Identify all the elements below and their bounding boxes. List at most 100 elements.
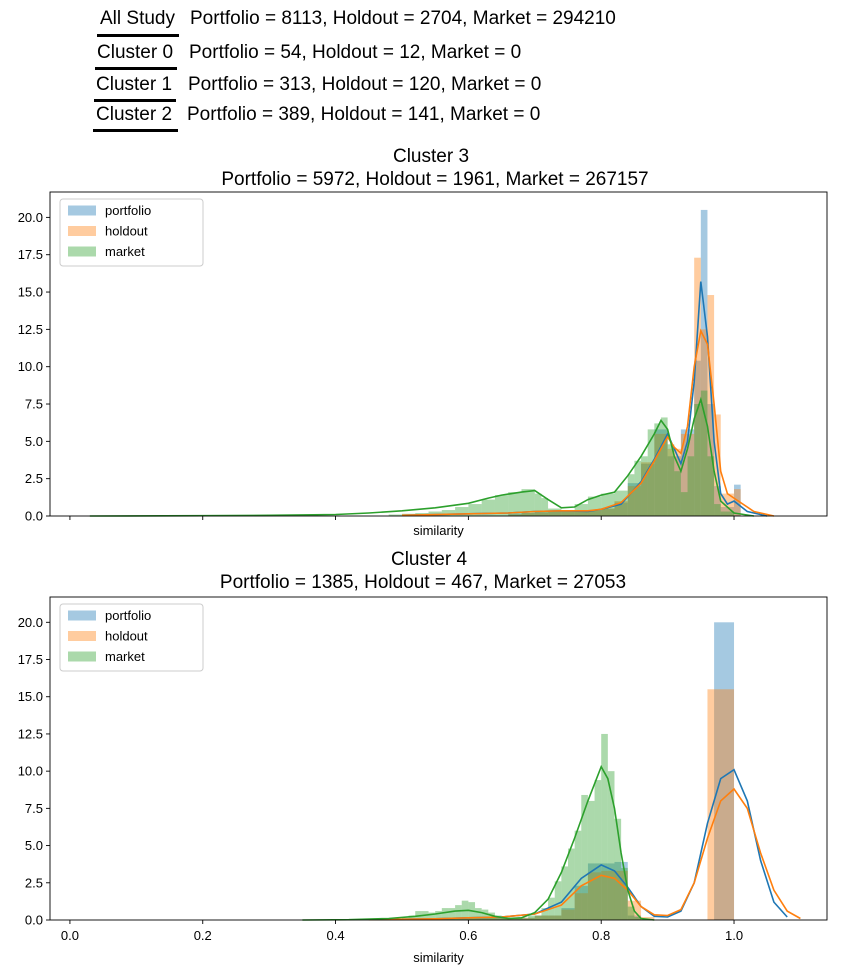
market-hist-bar [441,908,449,920]
market-hist-bar [581,794,588,920]
holdout-hist-bar [601,508,615,516]
holdout-hist-bar [574,893,588,920]
holdout-hist-bar [627,900,642,920]
legend-swatch [68,226,96,236]
legend-label: market [105,244,145,259]
holdout-hist-bar [641,462,655,516]
portfolio-hist-bar [734,484,741,516]
x-tick-label: 0.8 [592,928,610,943]
portfolio-hist-bar [720,507,735,516]
market-kde-line [89,396,755,517]
market-hist-bar [448,908,456,920]
holdout-hist-bar [534,512,549,516]
chart-title: Cluster 4 [390,549,468,570]
holdout-hist-bar [627,486,642,516]
market-hist-bar [415,513,429,516]
y-tick-label: 15.0 [18,689,43,704]
y-tick-label: 7.5 [25,397,43,412]
portfolio-hist-bar [694,360,701,516]
summary-label: Cluster 2 [96,104,173,125]
x-tick-label: 0.2 [194,928,212,943]
market-hist-bar [521,489,535,516]
market-hist-bar [468,902,476,920]
portfolio-hist-bar [627,915,642,920]
market-hist-bar [554,881,562,920]
market-hist-bar [561,866,568,920]
summary-text: Portfolio = 54, Holdout = 12, Market = 0 [189,42,522,63]
market-hist-bar [627,906,635,920]
portfolio-hist-bar [521,513,535,516]
holdout-hist-bar [468,917,535,920]
market-hist-bar [601,493,615,516]
legend-swatch [68,610,96,621]
market-hist-bar [614,818,622,920]
holdout-hist-bar [700,329,708,516]
y-tick-label: 2.5 [25,471,43,486]
plot-frame [49,596,828,921]
portfolio-hist-bar [627,483,642,516]
market-hist-bar [680,492,688,516]
portfolio-hist-bar [667,456,681,516]
chart-subtitle: Portfolio = 1385, Holdout = 467, Market … [219,572,627,593]
market-hist-bar [654,423,661,516]
market-hist-bar [401,917,409,920]
y-tick-label: 5.0 [25,838,43,853]
market-hist-bar [455,507,469,516]
legend-box [59,603,204,672]
portfolio-hist-bar [601,863,615,920]
market-kde-line [302,764,655,921]
portfolio-hist-bar [401,918,469,920]
market-hist-bar [601,733,608,920]
market-hist-bar [587,800,595,920]
chart-subtitle: Portfolio = 5972, Holdout = 1961, Market… [221,169,649,190]
x-tick-label: 1.0 [725,928,743,943]
market-hist-bar [421,911,429,920]
portfolio-hist-bar [714,486,721,516]
market-hist-bar [455,905,462,920]
x-tick-label: 0.4 [327,928,345,943]
holdout-hist-bar [707,689,735,920]
holdout-hist-bar [587,510,602,516]
market-hist-bar [674,471,681,516]
y-tick-label: 7.5 [25,801,43,816]
portfolio-hist-bar [707,404,715,516]
market-hist-bar [541,908,549,920]
market-hist-bar [700,390,708,516]
holdout-hist-bar [641,917,655,920]
summary-label: All Study [100,8,175,29]
portfolio-hist-bar [574,885,588,920]
portfolio-kde-line [401,281,768,517]
market-hist-bar [415,911,422,920]
portfolio-hist-bar [614,861,628,920]
market-hist-bar [548,508,562,516]
y-tick-label: 15.0 [18,285,43,300]
x-tick-label: 0.6 [459,928,477,943]
market-hist-bar [641,456,648,516]
summary-text: Portfolio = 389, Holdout = 141, Market =… [187,104,541,125]
market-hist-bar [441,510,456,516]
market-hist-bar [667,444,675,516]
market-hist-bar [607,771,615,920]
market-hist-bar [481,499,495,516]
y-tick-label: 12.5 [18,322,43,337]
holdout-hist-bar [667,448,681,516]
y-tick-label: 0.0 [25,509,43,524]
market-hist-bar [574,504,588,516]
market-hist-bar [435,911,442,920]
holdout-hist-bar [614,870,628,920]
summary-text: Portfolio = 8113, Holdout = 2704, Market… [190,8,616,29]
market-hist-bar [475,908,482,920]
legend-swatch [68,246,96,257]
y-tick-label: 2.5 [25,875,43,890]
holdout-hist-bar [548,511,562,516]
legend-label: holdout [105,629,148,644]
summary-underline [95,67,177,70]
holdout-hist-bar [694,257,701,516]
portfolio-hist-bar [641,463,655,516]
y-tick-label: 12.5 [18,726,43,741]
y-tick-label: 10.0 [18,764,43,779]
x-axis-label: similarity [413,950,464,965]
market-hist-bar [647,429,655,516]
holdout-kde-line [368,787,801,921]
portfolio-hist-bar [561,510,575,516]
